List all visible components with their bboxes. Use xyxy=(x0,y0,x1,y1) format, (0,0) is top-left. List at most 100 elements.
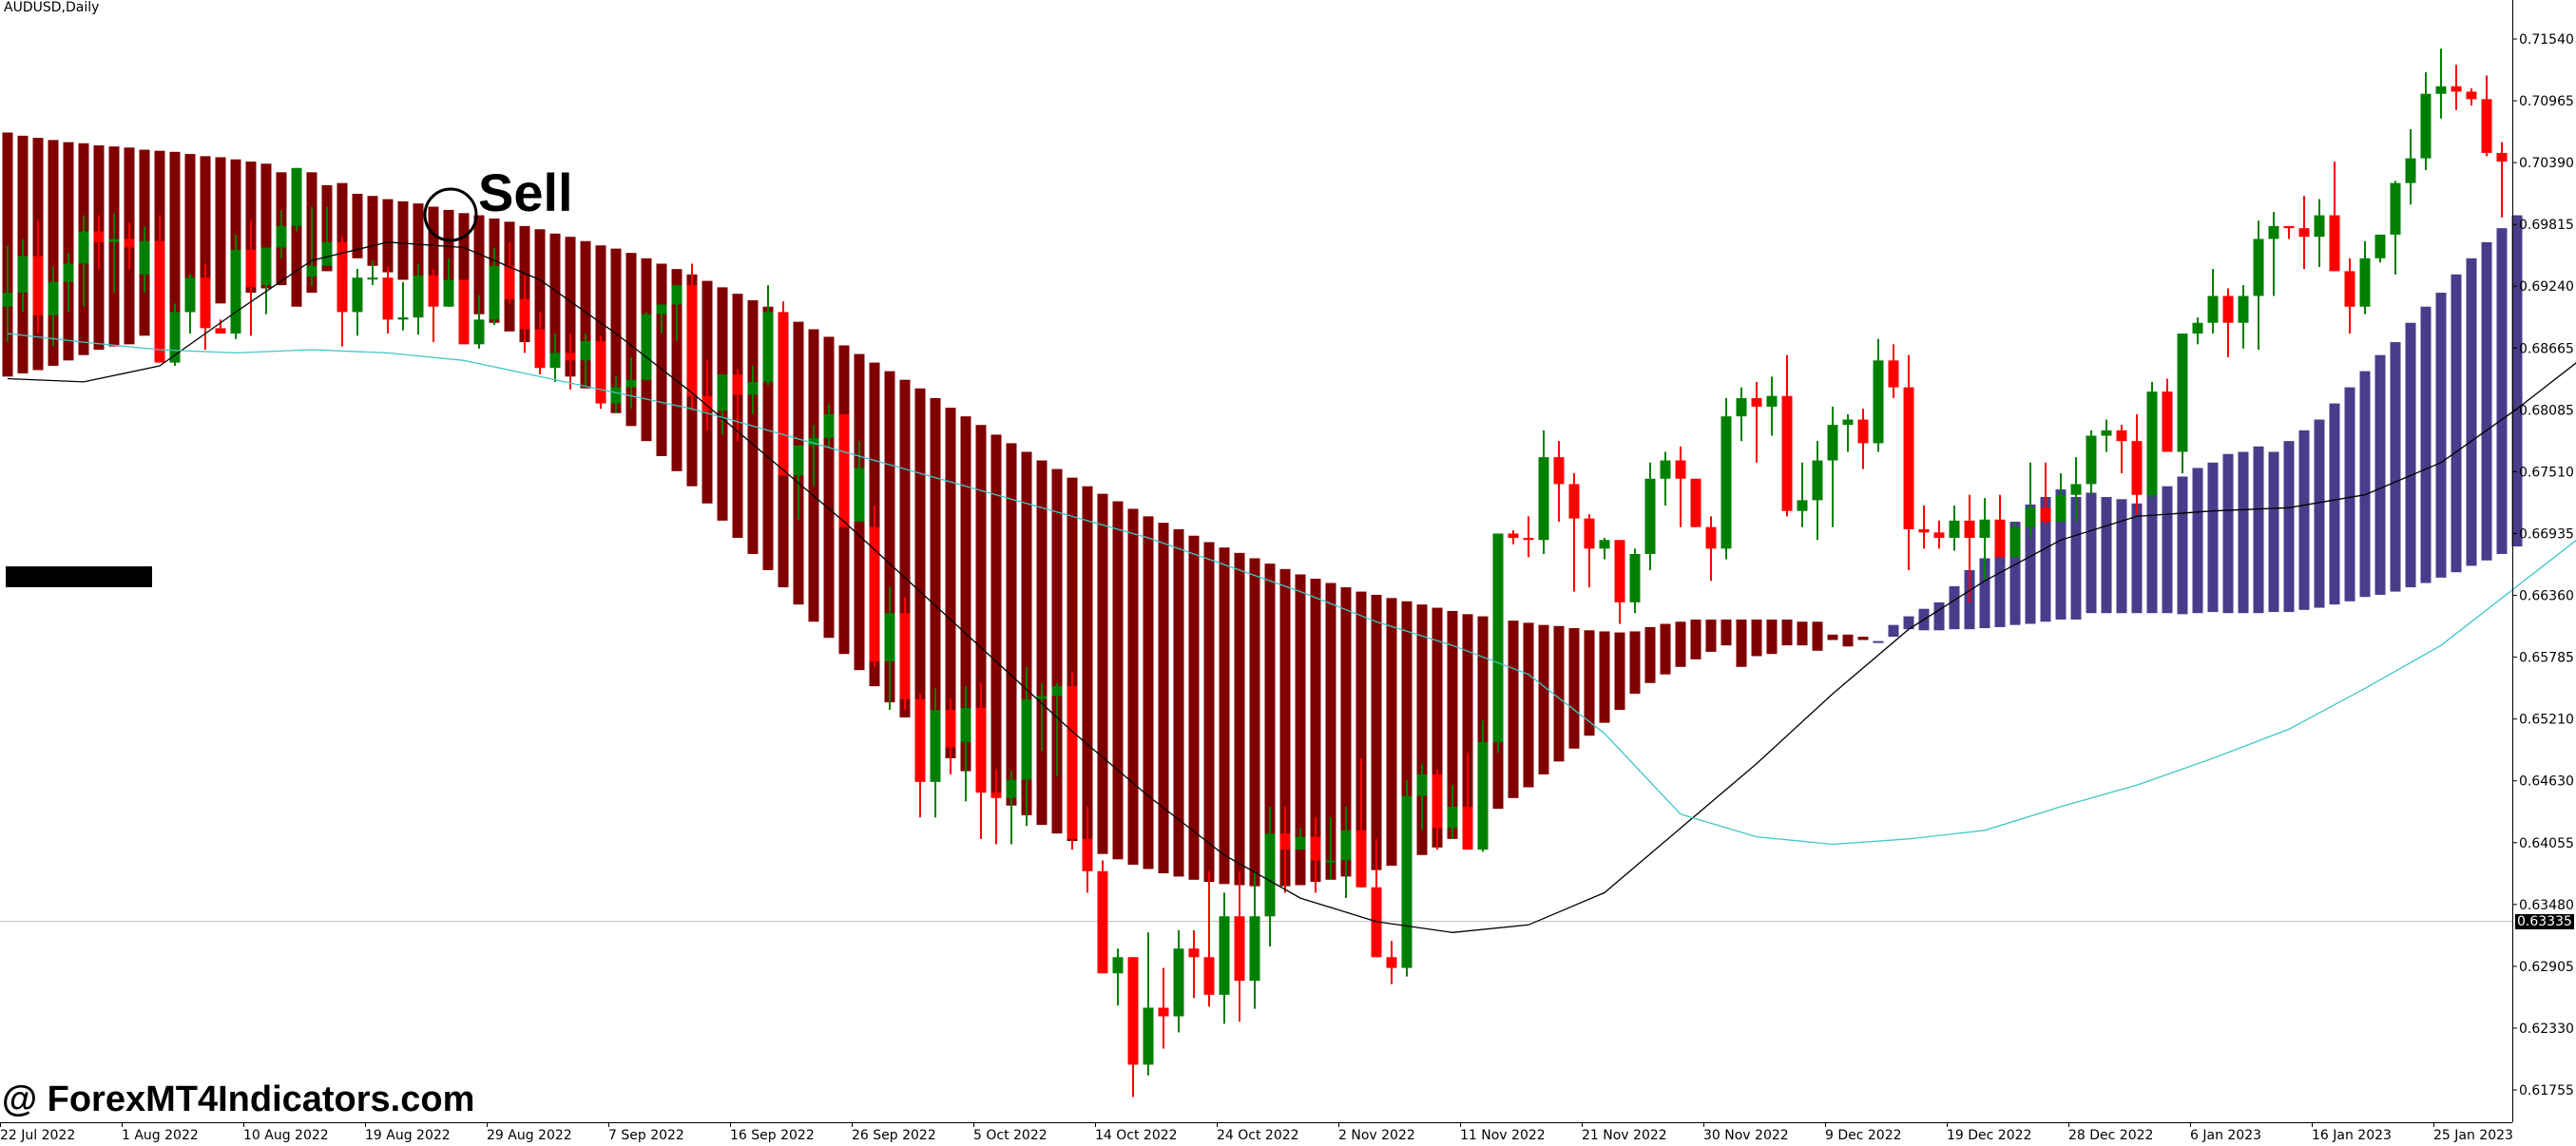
candle-body xyxy=(382,277,394,320)
candle-body xyxy=(1264,833,1276,917)
indicator-bar xyxy=(960,416,971,772)
indicator-bar xyxy=(428,206,439,294)
candle-body xyxy=(504,265,515,299)
candlesticks xyxy=(2,48,2508,1098)
candle-body xyxy=(1143,1007,1154,1065)
indicator-bar xyxy=(1203,542,1215,883)
candle-body xyxy=(1173,948,1184,1017)
candle-body xyxy=(1538,457,1549,541)
indicator-bar xyxy=(1568,628,1580,749)
indicator-bar xyxy=(2146,490,2158,614)
candle-body xyxy=(1827,425,1838,461)
candle-body xyxy=(2162,392,2173,452)
indicator-bar xyxy=(443,209,454,299)
candle-body xyxy=(1964,520,1975,539)
indicator-bar xyxy=(2374,354,2386,595)
ma-slow-line xyxy=(7,241,2576,933)
indicator-bar xyxy=(1249,558,1260,887)
indicator-bar xyxy=(990,434,1002,795)
indicator-bar xyxy=(2481,241,2492,561)
indicator-bar xyxy=(169,151,181,331)
candle-body xyxy=(2298,228,2310,238)
indicator-bar xyxy=(1781,619,1793,646)
candle-body xyxy=(1310,836,1321,861)
indicator-bar xyxy=(1219,547,1230,885)
candle-body xyxy=(762,312,774,382)
indicator-bar xyxy=(1675,621,1686,667)
indicator-bar xyxy=(2496,228,2508,554)
indicator-bar xyxy=(1721,619,1732,646)
indicator-bar xyxy=(1979,558,1990,629)
price-tick-label: 0.62330 xyxy=(2519,1022,2574,1037)
indicator-bar xyxy=(1158,523,1169,874)
indicator-bar xyxy=(1097,493,1108,854)
chart-title: AUDUSD,Daily xyxy=(4,0,100,15)
indicator-bar xyxy=(2101,497,2112,614)
candle-body xyxy=(2390,182,2401,235)
price-tick-label: 0.66360 xyxy=(2519,589,2574,604)
candle-body xyxy=(230,249,241,334)
candle-body xyxy=(960,707,971,742)
price-tick-label: 0.71540 xyxy=(2519,32,2574,48)
candle-body xyxy=(975,707,987,793)
candle-body xyxy=(914,698,926,782)
indicator-bar xyxy=(1127,508,1139,865)
indicator-bar xyxy=(945,408,956,758)
candle-body xyxy=(139,240,150,275)
candle-body xyxy=(48,281,59,315)
date-tick-label: 19 Dec 2022 xyxy=(1947,1128,2031,1143)
indicator-bar xyxy=(2314,419,2325,608)
indicator-bar xyxy=(610,248,622,413)
price-tick-label: 0.67510 xyxy=(2519,465,2574,480)
candle-body xyxy=(473,319,485,345)
indicator-bar xyxy=(1006,443,1017,806)
candle-body xyxy=(549,353,561,369)
indicator-bar xyxy=(2162,486,2173,614)
candle-body xyxy=(1933,532,1945,539)
date-tick-label: 30 Nov 2022 xyxy=(1703,1128,1789,1143)
indicator-bar xyxy=(1888,624,1899,638)
indicator-bar xyxy=(2070,497,2082,620)
indicator-bar xyxy=(2390,342,2401,592)
date-tick-label: 9 Dec 2022 xyxy=(1825,1128,1902,1143)
candle-body xyxy=(732,374,743,395)
candle-body xyxy=(702,395,713,411)
candle-body xyxy=(321,241,333,266)
indicator-bar xyxy=(1873,640,1884,643)
candle-body xyxy=(671,285,682,305)
price-tick-label: 0.68085 xyxy=(2519,403,2574,418)
candle-body xyxy=(534,329,546,369)
price-tick-label: 0.65785 xyxy=(2519,651,2574,666)
date-tick-label: 2 Nov 2022 xyxy=(1338,1128,1415,1143)
indicator-bar xyxy=(823,336,835,639)
date-tick-label: 11 Nov 2022 xyxy=(1460,1128,1546,1143)
ma-fast-line xyxy=(7,333,2576,846)
indicator-bar xyxy=(1173,528,1184,877)
candle-body xyxy=(458,279,470,345)
candle-body xyxy=(1158,1007,1169,1017)
indicator-bar xyxy=(2511,215,2523,547)
candle-body xyxy=(2435,86,2447,94)
indicator-bar xyxy=(1462,614,1473,831)
candle-body xyxy=(1021,698,1032,780)
indicator-bar xyxy=(2253,446,2264,614)
candle-body xyxy=(336,241,348,313)
indicator-bar xyxy=(1036,460,1048,826)
sell-annotation: Sell xyxy=(478,162,573,222)
indicator-bar xyxy=(1949,585,1960,630)
indicator-bar xyxy=(1584,630,1595,736)
date-tick-label: 5 Oct 2022 xyxy=(973,1128,1048,1143)
candle-body xyxy=(1812,460,1823,501)
candle-body xyxy=(245,249,257,288)
indicator-histogram xyxy=(2,132,2523,887)
candle-body xyxy=(595,340,606,404)
candle-body xyxy=(838,413,850,527)
candle-body xyxy=(1401,795,1413,968)
indicator-bar xyxy=(2055,489,2067,620)
indicator-bar xyxy=(200,156,211,307)
candle-body xyxy=(2238,296,2249,323)
price-tick-label: 0.61755 xyxy=(2519,1083,2574,1098)
candle-body xyxy=(2207,296,2219,323)
